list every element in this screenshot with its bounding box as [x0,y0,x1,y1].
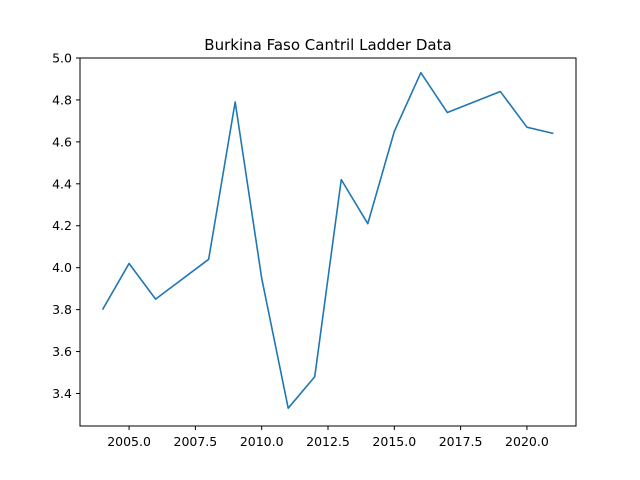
x-tick-label: 2020.0 [505,434,549,449]
y-tick-label: 4.8 [52,92,72,107]
plot-frame [79,57,577,427]
x-tick-label: 2005.0 [107,434,151,449]
x-tick-label: 2012.5 [306,434,350,449]
y-tick-label: 3.8 [52,302,72,317]
plot-series [101,71,554,409]
y-tick-label: 4.2 [52,218,72,233]
x-tick-label: 2015.0 [372,434,416,449]
series-line [101,71,554,409]
y-tick-label: 4.6 [52,134,72,149]
y-axis: 3.4 3.6 3.8 4.0 4.2 4.4 4.6 4.8 5.0 [52,51,80,401]
y-tick-label: 4.0 [52,260,72,275]
x-tick-label: 2010.0 [240,434,284,449]
y-tick-label: 3.6 [52,344,72,359]
x-tick-label: 2007.5 [174,434,218,449]
chart-title: Burkina Faso Cantril Ladder Data [204,36,451,54]
x-tick-label: 2017.5 [439,434,483,449]
y-tick-label: 3.4 [52,386,72,401]
x-axis: 2005.0 2007.5 2010.0 2012.5 2015.0 2017.5 2020… [107,426,549,449]
y-tick-label: 4.4 [52,176,72,191]
y-tick-label: 5.0 [52,51,72,66]
